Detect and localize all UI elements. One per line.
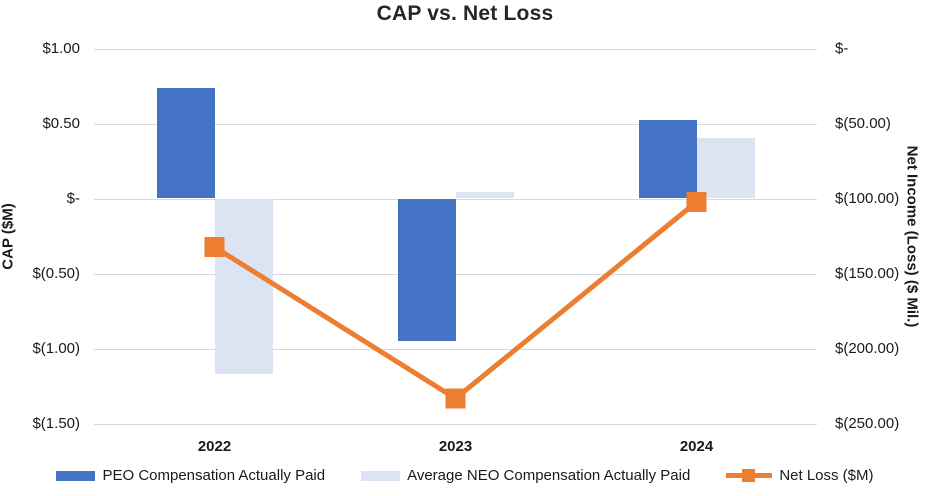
legend: PEO Compensation Actually Paid Average NE… xyxy=(0,467,930,484)
gridline xyxy=(94,423,817,425)
right-axis-tick-label: $(50.00) xyxy=(835,115,891,132)
left-axis-tick-label: $(0.50) xyxy=(32,265,80,282)
gridline xyxy=(94,198,817,200)
legend-line-marker xyxy=(742,469,756,482)
legend-item: Net Loss ($M) xyxy=(726,467,874,484)
legend-label: Average NEO Compensation Actually Paid xyxy=(407,467,691,484)
bar-neo-2023 xyxy=(455,191,514,198)
net-loss-line xyxy=(213,200,699,402)
left-axis-tick-label: $0.50 xyxy=(42,115,80,132)
net-loss-marker-2022 xyxy=(204,237,225,257)
net-loss-marker-2024 xyxy=(686,192,707,212)
x-axis-label-2022: 2022 xyxy=(197,438,232,455)
right-axis-tick-label: $(100.00) xyxy=(835,190,900,207)
bar-neo-2022 xyxy=(214,199,273,374)
right-axis-tick-label: $(200.00) xyxy=(835,340,900,357)
legend-item: Average NEO Compensation Actually Paid xyxy=(361,467,690,484)
right-axis-tick-label: $- xyxy=(835,40,849,57)
right-axis-tick-label: $(150.00) xyxy=(835,265,900,282)
x-axis-label-2023: 2023 xyxy=(438,438,473,455)
left-axis-tick-label: $(1.00) xyxy=(32,340,80,357)
gridline xyxy=(94,273,817,275)
bar-peo-2024 xyxy=(638,119,697,198)
x-axis-label-2024: 2024 xyxy=(679,438,714,455)
net-loss-marker-2023 xyxy=(445,388,466,409)
legend-label: Net Loss ($M) xyxy=(779,467,874,484)
left-axis-tick-label: $(1.50) xyxy=(32,415,80,432)
legend-item: PEO Compensation Actually Paid xyxy=(56,467,325,484)
gridline xyxy=(94,123,817,125)
legend-bar-swatch xyxy=(361,470,401,481)
chart-title: CAP vs. Net Loss xyxy=(376,2,554,25)
legend-line-swatch xyxy=(726,469,773,482)
bar-neo-2024 xyxy=(696,137,755,198)
gridline xyxy=(94,48,817,50)
left-axis-tick-label: $1.00 xyxy=(42,40,80,57)
gridline xyxy=(94,348,817,350)
bar-peo-2022 xyxy=(156,88,215,198)
legend-bar-swatch xyxy=(56,470,96,481)
right-axis-tick-label: $(250.00) xyxy=(835,415,900,432)
bar-peo-2023 xyxy=(397,199,456,341)
legend-label: PEO Compensation Actually Paid xyxy=(102,467,326,484)
left-axis-tick-label: $- xyxy=(66,190,80,207)
